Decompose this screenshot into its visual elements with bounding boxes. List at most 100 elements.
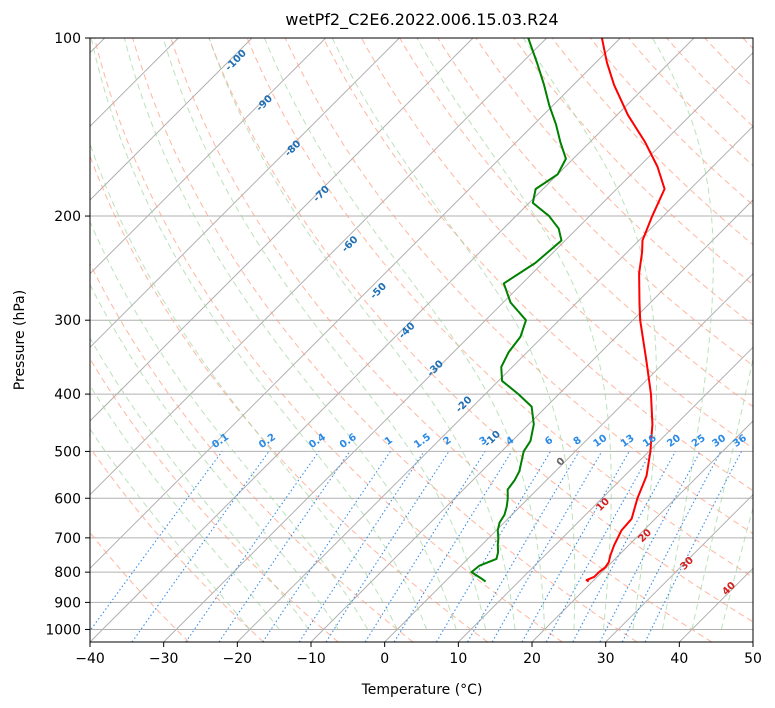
mixing-ratio-line: [131, 451, 270, 642]
moist-adiabat-line: [651, 38, 714, 630]
moist-adiabat-line: [720, 506, 753, 630]
dry-adiabat-line: [742, 38, 753, 50]
dry-adiabat-line: [90, 531, 190, 642]
dry-adiabat-line: [589, 38, 753, 206]
moist-adiabat-line: [263, 38, 546, 630]
mixing-ratio-label: 25: [690, 433, 708, 450]
isotherm-line: [678, 567, 753, 642]
dry-adiabat-line: [666, 38, 753, 128]
x-axis-label: Temperature (°C): [361, 682, 483, 698]
moist-adiabat-line: [90, 384, 280, 630]
x-tick-label: 30: [597, 651, 615, 667]
x-tick-label: −10: [296, 651, 326, 667]
plot-area-labels: 0.1 0.2 0.4 0.6 1 1.5 2 3 4 6 8 10 13 16 20 25 30 36-100-…: [210, 48, 749, 598]
mixing-ratio-label: 1: [383, 435, 395, 448]
moist-adiabat-line: [90, 38, 428, 630]
dry-adiabat-line: [513, 38, 753, 286]
mixing-ratio-line: [545, 451, 652, 642]
mixing-ratio-line: [521, 451, 630, 642]
isotherm-line: [90, 38, 327, 275]
mixing-ratio-label: 0.2: [257, 432, 278, 451]
x-tick-label: 50: [744, 651, 762, 667]
mixing-ratio-line: [393, 451, 513, 642]
isotherm-line: [90, 38, 548, 496]
x-tick-label: −40: [75, 651, 105, 667]
isotherm-line: [752, 641, 753, 642]
isotherm-line: [90, 38, 400, 349]
dry-adiabat-line: [90, 357, 339, 642]
plot-area-series: [470, 38, 666, 583]
y-tick-label: 200: [54, 209, 81, 225]
moist-adiabat-line: [331, 38, 576, 630]
isotherm-line: [531, 420, 753, 642]
y-tick-label: 600: [54, 491, 81, 507]
dewpoint-profile-line: [470, 38, 567, 583]
isotherm-line: [457, 346, 753, 642]
isotherm-line: [384, 272, 753, 642]
x-tick-label: 20: [523, 651, 541, 667]
dry-adiabat-line: [361, 38, 753, 449]
mixing-ratio-label: 36: [731, 433, 749, 450]
dry-adiabat-label: -80: [283, 139, 304, 160]
isotherm-line: [90, 38, 695, 642]
y-tick-label: 100: [54, 31, 81, 47]
x-tick-label: 40: [670, 651, 688, 667]
mixing-ratio-label: 30: [710, 433, 728, 450]
axes: −40 −30 −20 −10 0 10 20 30 40 5010020030040050060…: [45, 31, 762, 667]
moist-adiabat-line: [90, 142, 398, 630]
dry-adiabat-line: [170, 38, 713, 642]
y-tick-label: 900: [54, 595, 81, 611]
mixing-ratio-label: 2: [441, 435, 453, 448]
dry-adiabat-label: -90: [254, 93, 275, 114]
mixing-ratio-label: 16: [641, 433, 659, 450]
moist-adiabat-line: [691, 356, 753, 630]
mixing-ratio-label: 4: [504, 435, 516, 448]
dry-adiabat-label: -40: [397, 321, 418, 342]
isotherm-line: [163, 51, 753, 642]
mixing-ratio-line: [90, 451, 223, 632]
moist-adiabat-line: [90, 220, 369, 630]
mixing-ratio-line: [491, 451, 603, 642]
moist-adiabat-line: [123, 38, 457, 630]
dry-adiabat-line: [399, 38, 753, 408]
dry-adiabat-line: [437, 38, 753, 367]
mixing-ratio-line: [572, 451, 677, 642]
mixing-ratio-label: 0.4: [307, 432, 328, 451]
dry-adiabat-line: [208, 38, 753, 623]
x-tick-label: 10: [449, 651, 467, 667]
mixing-ratio-label: 0.1: [210, 432, 231, 451]
moist-adiabat-label: 0: [555, 456, 568, 469]
mixing-ratio-line: [435, 451, 552, 642]
isotherm-line: [310, 199, 753, 642]
chart-title: wetPf2_C2E6.2022.006.15.03.R24: [285, 10, 558, 30]
mixing-ratio-label: 8: [572, 435, 584, 448]
mixing-ratio-line: [262, 451, 391, 642]
mixing-ratio-label: 0.6: [338, 432, 359, 451]
y-tick-label: 800: [54, 565, 81, 581]
moist-adiabat-line: [90, 283, 339, 630]
dry-adiabat-line: [475, 38, 753, 326]
moist-adiabat-line: [90, 337, 310, 630]
dry-adiabat-line: [246, 38, 753, 578]
mixing-ratio-line: [467, 451, 580, 642]
x-tick-label: 0: [380, 651, 389, 667]
plot-frame: [89, 37, 754, 643]
moist-adiabat-line: [162, 38, 487, 630]
dry-adiabat-line: [132, 38, 638, 642]
moist-adiabat-line: [90, 428, 251, 630]
y-tick-label: 300: [54, 313, 81, 329]
isotherm-line: [90, 38, 621, 570]
isotherm-line: [605, 493, 753, 642]
moist-adiabat-line: [416, 38, 612, 630]
isotherm-line: [90, 38, 253, 201]
temperature-profile-line: [585, 38, 666, 583]
x-tick-label: −30: [149, 651, 179, 667]
isotherm-line: [90, 38, 474, 422]
mixing-ratio-label: 1.5: [412, 432, 433, 451]
mixing-ratio-line: [298, 451, 425, 642]
dry-adiabat-label: -50: [368, 281, 389, 302]
mixing-ratio-line: [218, 451, 351, 642]
dry-adiabat-line: [704, 38, 753, 89]
mixing-ratio-label: 6: [543, 435, 555, 448]
